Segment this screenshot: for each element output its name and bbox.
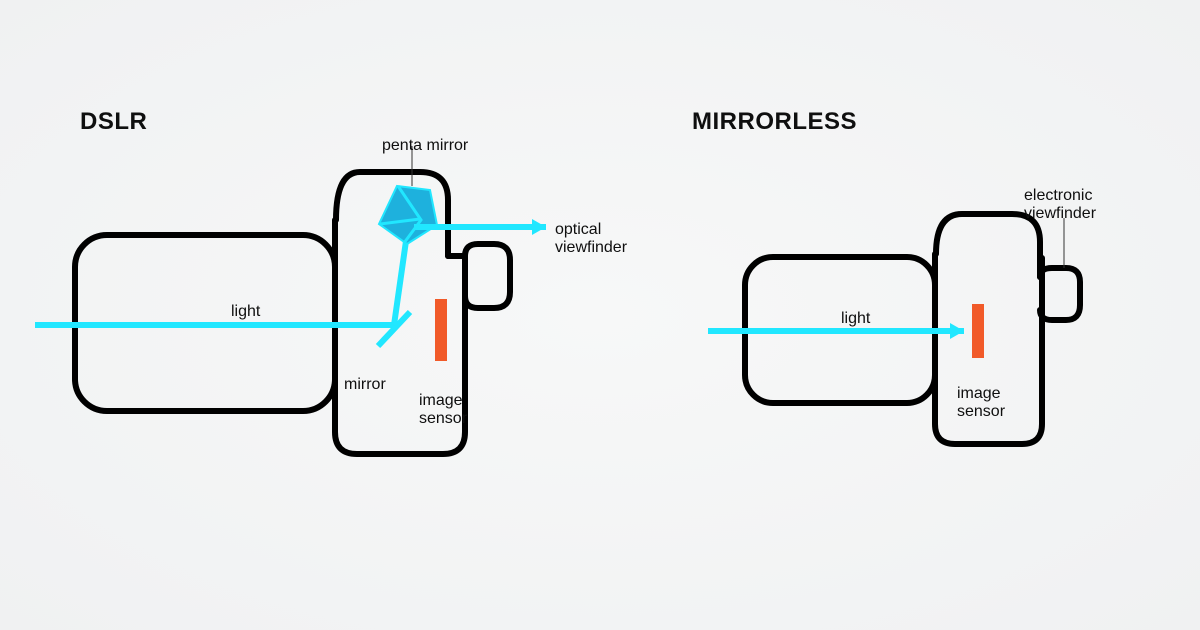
dslr-penta-label: penta mirror — [382, 137, 468, 155]
diagram-svg — [0, 0, 1200, 630]
dslr-optical-vf-label: opticalviewfinder — [555, 221, 627, 258]
dslr-arrow-out — [532, 219, 546, 235]
diagram-canvas: DSLR MIRRORLESS light penta mirror mirror opt… — [0, 0, 1200, 630]
dslr-mirror-label: mirror — [344, 376, 386, 394]
ml-image-sensor — [972, 304, 984, 358]
dslr-image-sensor — [435, 299, 447, 361]
dslr-title: DSLR — [80, 108, 147, 136]
dslr-sensor-label: imagesensor — [419, 392, 467, 429]
dslr-light-label: light — [231, 303, 260, 321]
ml-light-label: light — [841, 310, 870, 328]
dslr-viewfinder-outline — [465, 244, 510, 308]
ml-sensor-label: imagesensor — [957, 385, 1005, 422]
mirrorless-title: MIRRORLESS — [692, 108, 857, 136]
ml-arrow — [950, 323, 964, 339]
ml-viewfinder-outline — [1040, 268, 1080, 320]
ml-evf-label: electronicviewfinder — [1024, 187, 1096, 224]
